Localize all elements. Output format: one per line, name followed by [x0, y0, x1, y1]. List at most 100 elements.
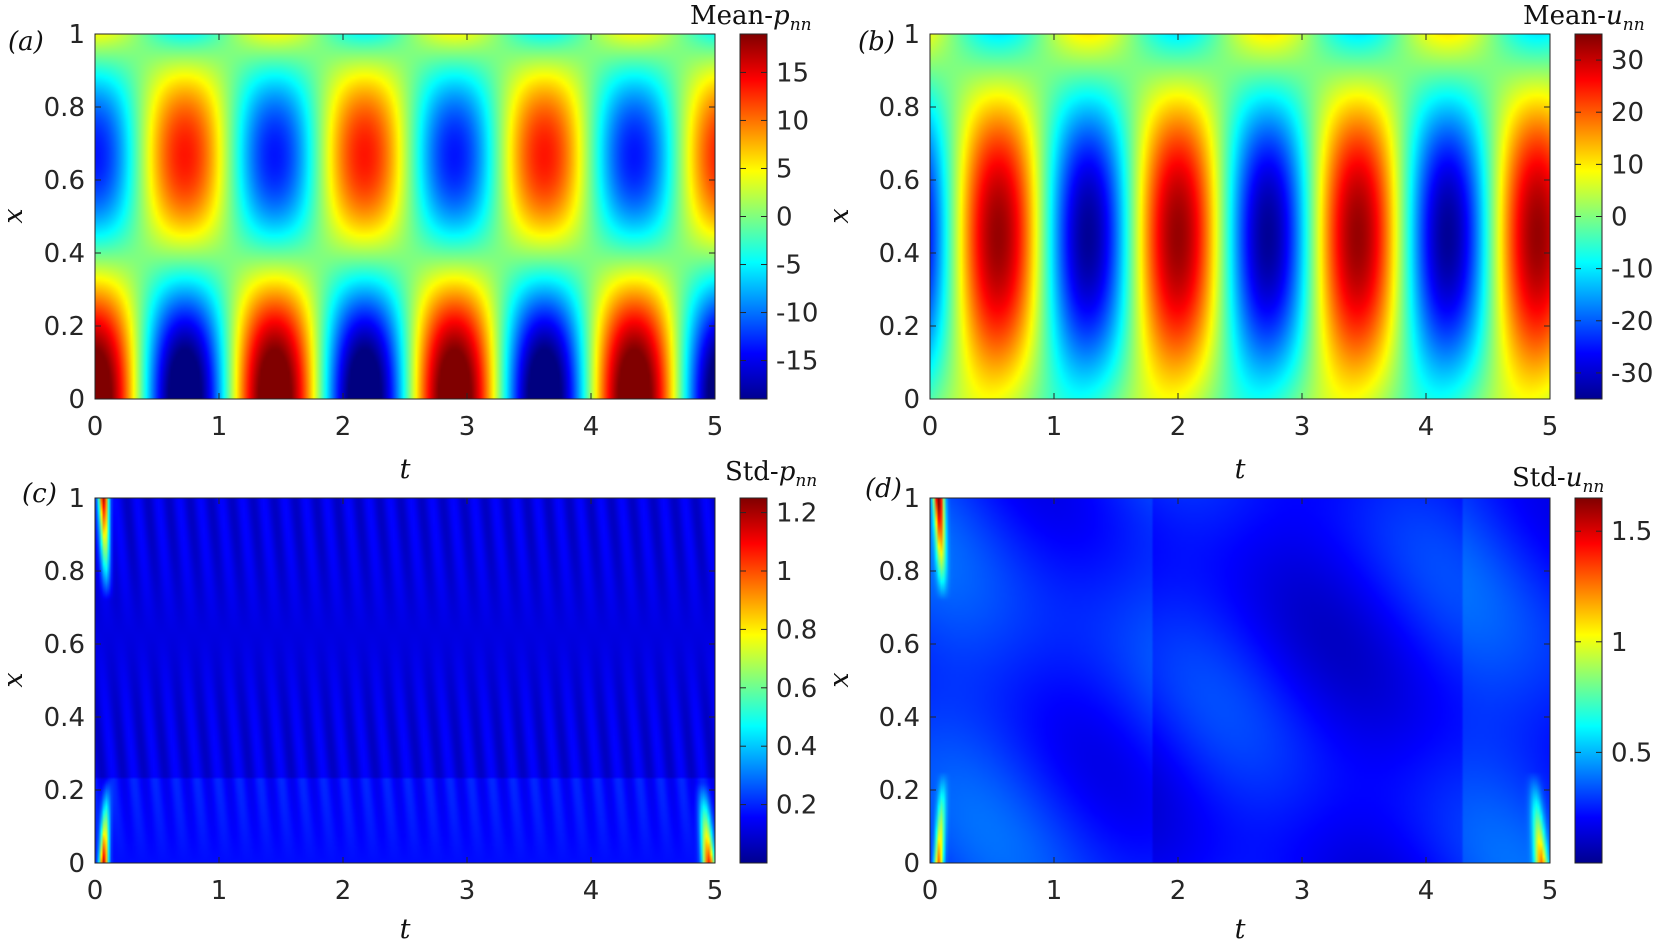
y-tick-label: 0.4	[879, 239, 920, 269]
colorbar-tick-label: -20	[1611, 307, 1653, 337]
colorbar-tick-label: 1.5	[1611, 517, 1652, 547]
colorbar-tick-label: -30	[1611, 359, 1653, 389]
y-ticks-d: 0 0.2 0.4 0.6 0.8 1	[879, 484, 1550, 879]
colorbar-title-a: Mean-pnn	[690, 1, 812, 35]
plot-frame-b	[929, 33, 1551, 400]
plot-frame-c	[94, 497, 716, 864]
x-ticks-c: 0 1 2 3 4 5	[87, 498, 724, 906]
colorbar-tick-label: -10	[1611, 255, 1653, 285]
y-axis-label-a: x	[0, 208, 29, 223]
y-tick-label: 0	[903, 849, 920, 879]
colorbar-c	[739, 497, 768, 864]
x-tick-label: 3	[1294, 412, 1311, 442]
colorbar-ticks-b: -30 -20 -10 0 10 20 30	[1575, 46, 1653, 389]
y-tick-label: 0.2	[44, 776, 85, 806]
x-tick-label: 0	[922, 876, 939, 906]
colorbar-tick-label: -10	[776, 299, 818, 329]
y-tick-label: 1	[68, 20, 85, 50]
colorbar-tick-label: 30	[1611, 46, 1644, 76]
colorbar-tick-label: -15	[776, 347, 818, 377]
x-tick-label: 2	[1170, 876, 1187, 906]
colorbar-tick-label: 0	[776, 203, 793, 233]
colorbar-tick-label: 1	[776, 557, 793, 587]
colorbar-tick-label: 0.5	[1611, 738, 1652, 768]
colorbar-tick-label: 5	[776, 154, 793, 184]
y-axis-label-b: x	[824, 208, 855, 223]
y-tick-label: 1	[68, 484, 85, 514]
x-tick-label: 4	[583, 876, 600, 906]
y-tick-label: 0.4	[879, 703, 920, 733]
x-axis-label-a: t	[400, 454, 411, 485]
y-tick-label: 1	[903, 484, 920, 514]
x-tick-label: 1	[211, 876, 228, 906]
y-tick-label: 0	[68, 849, 85, 879]
y-tick-label: 0	[903, 385, 920, 415]
panel-d: 0 1 2 3 4 5 0 0.2 0.4 0.6 0.8 1 t x (d) 0.5 1 1.5 St…	[824, 463, 1652, 943]
x-tick-label: 3	[1294, 876, 1311, 906]
y-tick-label: 0.2	[879, 312, 920, 342]
x-tick-label: 1	[211, 412, 228, 442]
x-tick-label: 0	[922, 412, 939, 442]
x-tick-label: 5	[707, 412, 724, 442]
panel-a: 0 1 2 3 4 5 0 0.2 0.4 0.6 0.8 1 t x (a) -15 -10 -5 0 5…	[0, 1, 818, 485]
y-ticks-a: 0 0.2 0.4 0.6 0.8 1	[44, 20, 715, 415]
colorbar-tick-label: 1.2	[776, 499, 817, 529]
colorbar-ticks-c: 0.2 0.4 0.6 0.8 1 1.2	[740, 499, 817, 821]
colorbar-tick-label: -5	[776, 251, 802, 281]
y-tick-label: 0	[68, 385, 85, 415]
x-tick-label: 4	[1418, 876, 1435, 906]
x-tick-label: 2	[335, 412, 352, 442]
heatmap-image-b	[930, 34, 1550, 399]
colorbar-tick-label: 10	[1611, 150, 1644, 180]
panel-label-c: (c)	[22, 479, 57, 509]
x-ticks-d: 0 1 2 3 4 5	[922, 498, 1559, 906]
colorbar-tick-label: 0.2	[776, 791, 817, 821]
colorbar-tick-label: 0.4	[776, 732, 817, 762]
x-tick-label: 0	[87, 876, 104, 906]
y-axis-label-c: x	[0, 672, 29, 687]
x-tick-label: 4	[1418, 412, 1435, 442]
panel-b: 0 1 2 3 4 5 0 0.2 0.4 0.6 0.8 1 t x (b) -30 -20 -10 0…	[824, 1, 1653, 485]
plot-frame-a	[94, 33, 716, 400]
x-tick-label: 3	[459, 412, 476, 442]
x-tick-label: 5	[1542, 876, 1559, 906]
y-tick-label: 0.8	[879, 93, 920, 123]
x-tick-label: 2	[1170, 412, 1187, 442]
y-tick-label: 0.2	[44, 312, 85, 342]
x-axis-label-c: t	[400, 914, 411, 943]
y-tick-label: 0.8	[879, 557, 920, 587]
y-ticks-b: 0 0.2 0.4 0.6 0.8 1	[879, 20, 1550, 415]
x-axis-label-d: t	[1235, 914, 1246, 943]
y-tick-label: 0.4	[44, 239, 85, 269]
colorbar-tick-label: 1	[1611, 628, 1628, 658]
x-tick-label: 5	[707, 876, 724, 906]
y-tick-label: 0.6	[44, 630, 85, 660]
colorbar-tick-label: 15	[776, 58, 809, 88]
colorbar-d	[1574, 497, 1603, 864]
x-ticks-b: 0 1 2 3 4 5	[922, 34, 1559, 442]
panel-label-a: (a)	[8, 27, 44, 57]
x-ticks-a: 0 1 2 3 4 5	[87, 34, 724, 442]
colorbar-tick-label: 10	[776, 106, 809, 136]
colorbar-ticks-d: 0.5 1 1.5	[1575, 517, 1652, 768]
y-tick-label: 0.6	[44, 166, 85, 196]
x-tick-label: 5	[1542, 412, 1559, 442]
plot-frame-d	[929, 497, 1551, 864]
x-axis-label-b: t	[1235, 454, 1246, 485]
y-axis-label-d: x	[824, 672, 855, 687]
colorbar-title-d: Std-unn	[1512, 463, 1604, 497]
colorbar-ticks-a: -15 -10 -5 0 5 10 15	[740, 58, 818, 377]
colorbar-tick-label: 0.8	[776, 615, 817, 645]
y-tick-label: 0.2	[879, 776, 920, 806]
x-tick-label: 1	[1046, 876, 1063, 906]
colorbar-title-b: Mean-unn	[1523, 1, 1645, 35]
heatmap-image-d	[930, 498, 1550, 863]
heatmap-image-c	[95, 498, 715, 863]
x-tick-label: 3	[459, 876, 476, 906]
x-tick-label: 2	[335, 876, 352, 906]
y-tick-label: 0.6	[879, 166, 920, 196]
y-tick-label: 1	[903, 20, 920, 50]
y-ticks-c: 0 0.2 0.4 0.6 0.8 1	[44, 484, 715, 879]
